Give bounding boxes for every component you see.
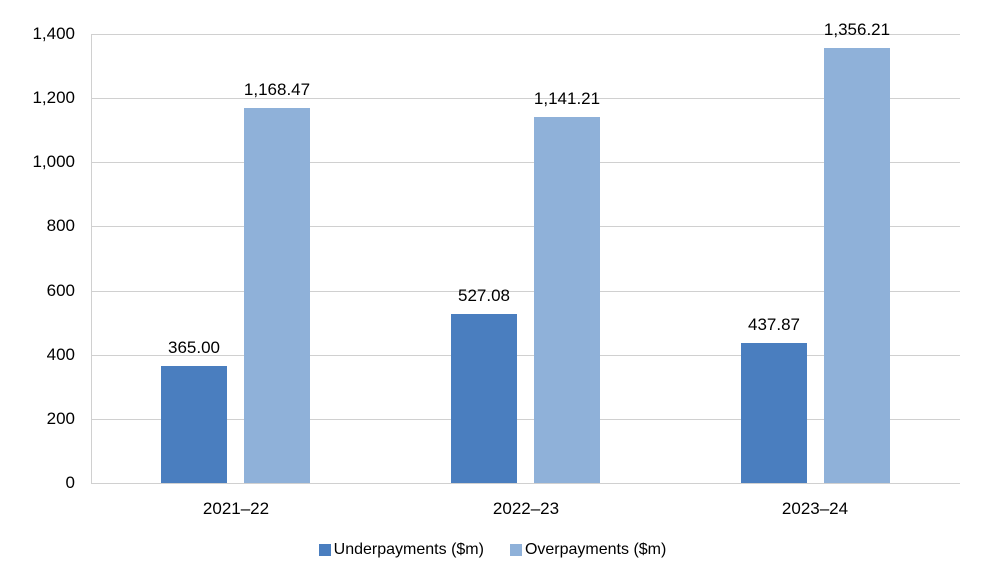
legend-swatch-icon xyxy=(318,544,331,556)
y-axis-tick-label: 800 xyxy=(46,216,75,235)
overpayments-bar xyxy=(244,108,310,483)
y-axis-tick-label: 1,200 xyxy=(32,88,75,107)
legend: Underpayments ($m) Overpayments ($m) xyxy=(0,540,985,560)
data-label: 1,168.47 xyxy=(243,80,311,99)
gridline xyxy=(91,98,960,99)
legend-item[interactable]: Underpayments ($m) xyxy=(318,540,484,560)
data-label: 437.87 xyxy=(748,315,800,334)
gridline xyxy=(91,355,960,356)
data-label: 527.08 xyxy=(458,286,510,305)
legend-item[interactable]: Overpayments ($m) xyxy=(509,540,667,560)
gridline xyxy=(91,34,960,35)
legend-swatch-icon xyxy=(509,544,522,556)
underpayments-bar xyxy=(451,314,517,483)
data-label: 365.00 xyxy=(168,338,220,357)
gridline xyxy=(91,162,960,163)
data-label: 1,141.21 xyxy=(533,89,601,108)
overpayments-bar xyxy=(824,48,890,483)
y-axis-tick-label: 1,400 xyxy=(32,24,75,43)
y-axis-tick-label: 600 xyxy=(46,281,75,300)
overpayments-bar xyxy=(534,117,600,483)
legend-label: Underpayments ($m) xyxy=(333,541,484,558)
gridline xyxy=(91,291,960,292)
y-axis-line xyxy=(91,34,92,484)
x-axis-category-label: 2023–24 xyxy=(781,499,849,518)
gridline xyxy=(91,483,960,484)
legend-label: Overpayments ($m) xyxy=(524,541,667,558)
y-axis-tick-label: 400 xyxy=(46,345,75,364)
underpayments-bar xyxy=(161,366,227,483)
y-axis-tick-label: 200 xyxy=(46,409,75,428)
underpayments-bar xyxy=(741,343,807,483)
data-label: 1,356.21 xyxy=(823,20,891,39)
y-axis-tick-label: 1,000 xyxy=(32,152,75,171)
gridline xyxy=(91,419,960,420)
gridline xyxy=(91,226,960,227)
x-axis-category-label: 2022–23 xyxy=(492,499,560,518)
x-axis-category-label: 2021–22 xyxy=(202,499,270,518)
y-axis-tick-label: 0 xyxy=(65,473,75,492)
